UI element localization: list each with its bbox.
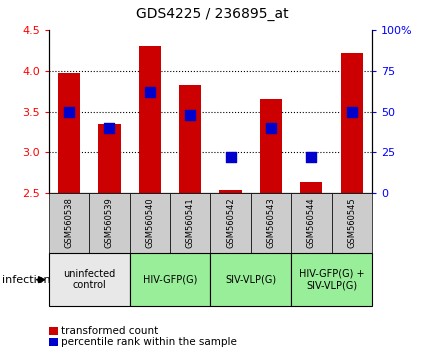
Bar [89,193,130,253]
Point [348,109,355,114]
Text: GSM560538: GSM560538 [65,198,74,249]
Text: GDS4225 / 236895_at: GDS4225 / 236895_at [136,7,289,21]
Bar [332,193,372,253]
Text: HIV-GFP(G) +
SIV-VLP(G): HIV-GFP(G) + SIV-VLP(G) [299,269,364,291]
Bar [260,99,282,193]
Bar [291,193,332,253]
Bar [49,253,130,306]
Text: infection: infection [2,275,51,285]
Bar [58,73,80,193]
Bar [251,193,291,253]
Text: uninfected
control: uninfected control [63,269,115,291]
Text: GSM560545: GSM560545 [347,198,356,249]
Bar [179,85,201,193]
Point [227,154,234,160]
Bar [170,193,210,253]
Bar [210,193,251,253]
Point [267,125,274,131]
Text: GSM560543: GSM560543 [266,198,275,249]
Text: GSM560540: GSM560540 [145,198,154,249]
Text: GSM560542: GSM560542 [226,198,235,249]
Text: GSM560541: GSM560541 [186,198,195,249]
Bar [340,53,363,193]
Bar [130,253,210,306]
Point [65,109,72,114]
Bar [130,193,170,253]
Point [187,112,193,118]
Text: GSM560539: GSM560539 [105,198,114,249]
Bar [98,124,121,193]
Bar [49,193,89,253]
Text: HIV-GFP(G): HIV-GFP(G) [143,275,197,285]
Text: GSM560544: GSM560544 [307,198,316,249]
Bar [139,46,161,193]
Text: SIV-VLP(G): SIV-VLP(G) [225,275,276,285]
Point [146,89,153,95]
Point [308,154,314,160]
Text: transformed count: transformed count [61,326,158,336]
Point [106,125,113,131]
Text: percentile rank within the sample: percentile rank within the sample [61,337,237,347]
Bar [300,182,323,193]
Bar [210,253,291,306]
Bar [291,253,372,306]
Bar [219,190,242,193]
